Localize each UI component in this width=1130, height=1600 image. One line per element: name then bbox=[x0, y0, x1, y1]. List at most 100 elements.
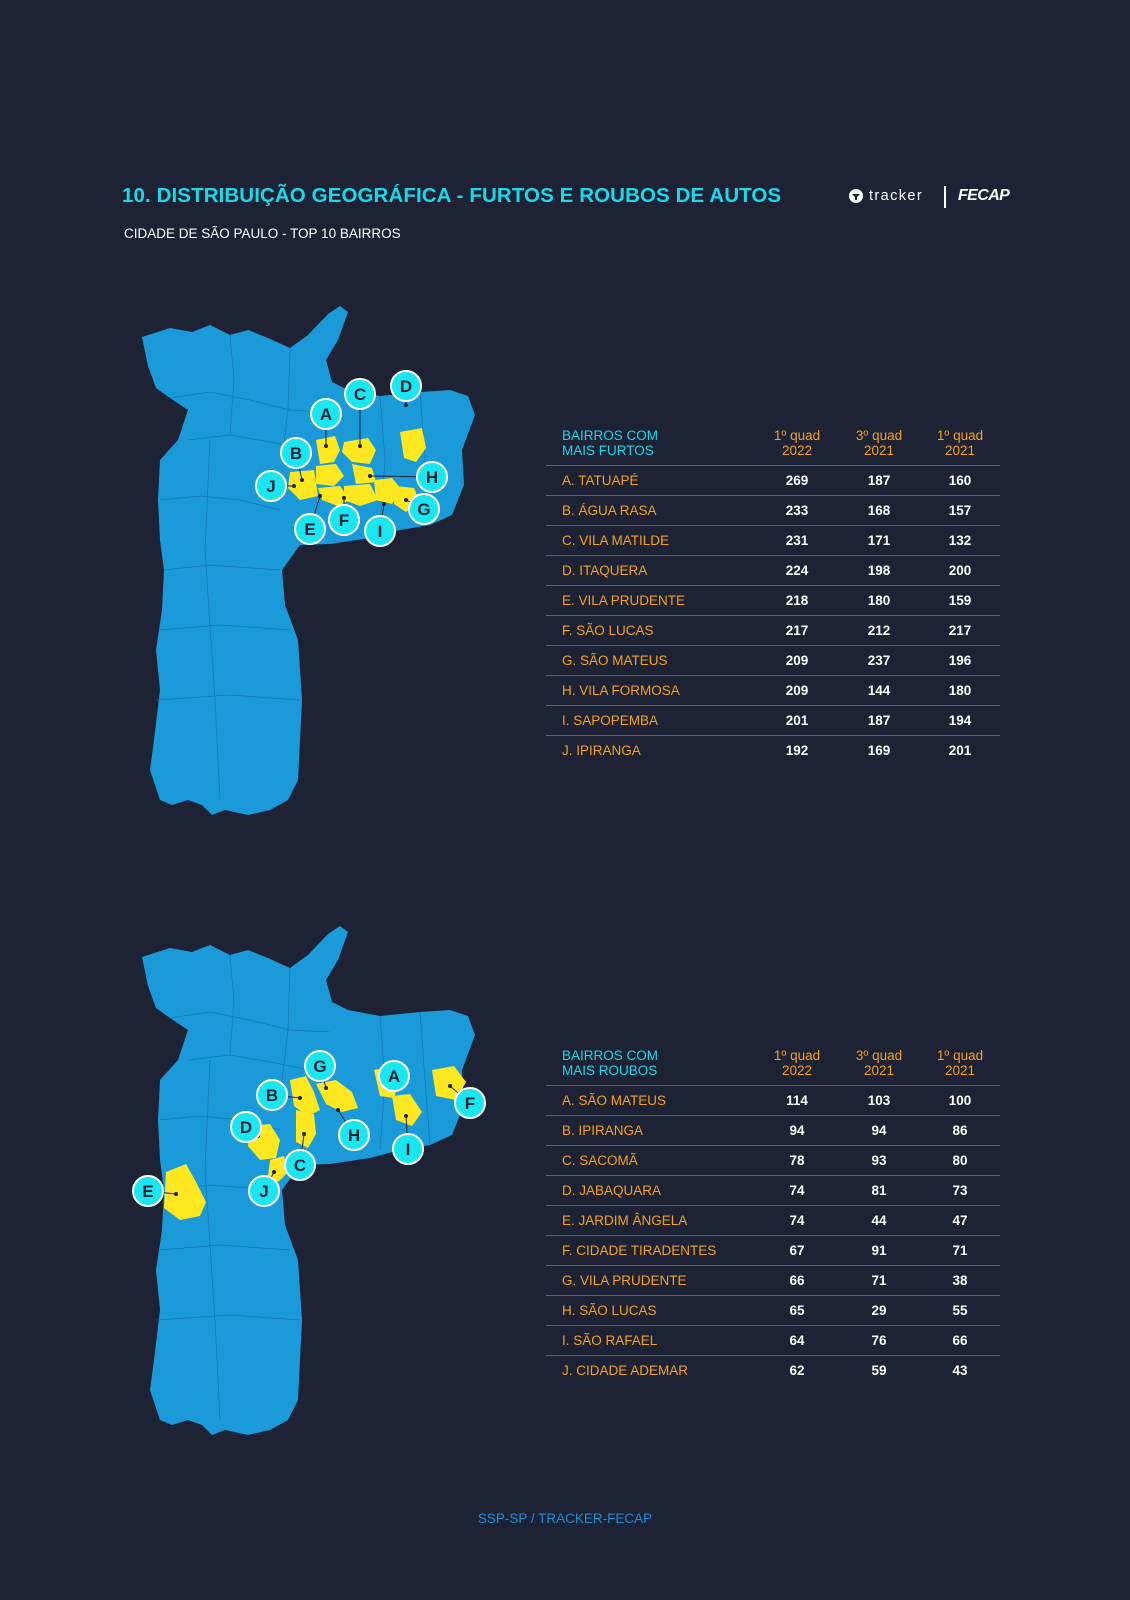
marker-anchor-dot bbox=[342, 496, 346, 500]
value-cell: 200 bbox=[920, 555, 1000, 586]
value-cell: 168 bbox=[838, 495, 920, 526]
marker-label: H bbox=[426, 468, 438, 487]
map-marker-d: D bbox=[390, 370, 422, 407]
table-row: J. CIDADE ADEMAR 62 59 43 bbox=[546, 1356, 1000, 1386]
marker-label: F bbox=[339, 511, 349, 530]
bairro-name: H. VILA FORMOSA bbox=[546, 675, 756, 706]
bairro-name: H. SÃO LUCAS bbox=[546, 1295, 756, 1326]
column-header-2: 3º quad 2021 bbox=[838, 1044, 920, 1086]
map-marker-i: I bbox=[364, 502, 396, 547]
marker-label: I bbox=[406, 1140, 411, 1159]
marker-circle bbox=[132, 1175, 164, 1207]
map-marker-e: E bbox=[294, 494, 326, 545]
map-marker-f: F bbox=[448, 1084, 486, 1119]
map-marker-g: G bbox=[404, 493, 440, 525]
value-cell: 66 bbox=[756, 1265, 838, 1296]
page-subtitle: CIDADE DE SÃO PAULO - TOP 10 BAIRROS bbox=[124, 226, 401, 241]
marker-label: B bbox=[266, 1086, 278, 1105]
marker-label: J bbox=[259, 1182, 268, 1201]
value-cell: 218 bbox=[756, 585, 838, 616]
map-marker-j: J bbox=[248, 1170, 280, 1207]
marker-circle bbox=[390, 370, 422, 402]
furtos-table: BAIRROS COM MAIS FURTOS 1º quad 2022 3º q… bbox=[546, 424, 1000, 765]
value-cell: 86 bbox=[920, 1115, 1000, 1146]
value-cell: 192 bbox=[785, 743, 809, 758]
marker-anchor-dot bbox=[404, 1114, 408, 1118]
marker-circle bbox=[392, 1133, 424, 1165]
bairro-name: E. VILA PRUDENTE bbox=[546, 585, 756, 616]
value-cell: 80 bbox=[920, 1145, 1000, 1176]
marker-circle bbox=[364, 515, 396, 547]
table-row: B. IPIRANGA 94 94 86 bbox=[546, 1115, 1000, 1146]
bairro-name: J. CIDADE ADEMAR bbox=[562, 1363, 689, 1378]
value-cell: 269 bbox=[756, 465, 838, 496]
value-cell: 73 bbox=[920, 1175, 1000, 1206]
header-line-1: BAIRROS COM bbox=[562, 1048, 659, 1063]
roubos-map: A B C D E F G H I J bbox=[132, 926, 486, 1435]
map-marker-c: C bbox=[284, 1132, 316, 1181]
value-cell: 94 bbox=[756, 1115, 838, 1146]
value-cell: 237 bbox=[838, 645, 920, 676]
map-marker-h: H bbox=[336, 1108, 370, 1151]
value-cell: 132 bbox=[920, 525, 1000, 556]
table-row: D. JABAQUARA 74 81 73 bbox=[546, 1175, 1000, 1206]
tracker-logo-icon bbox=[849, 189, 863, 203]
table-row: G. SÃO MATEUS 209 237 196 bbox=[546, 645, 1000, 676]
bairro-name: I. SÃO RAFAEL bbox=[546, 1325, 756, 1356]
value-cell: 180 bbox=[920, 675, 1000, 706]
tracker-logo-text: tracker bbox=[869, 188, 924, 204]
marker-label: F bbox=[465, 1094, 475, 1113]
bairro-name: G. VILA PRUDENTE bbox=[546, 1265, 756, 1296]
value-cell: 233 bbox=[756, 495, 838, 526]
marker-circle bbox=[454, 1087, 486, 1119]
table-row: B. ÁGUA RASA 233 168 157 bbox=[546, 495, 1000, 526]
bairro-name: E. JARDIM ÂNGELA bbox=[546, 1205, 756, 1236]
bairro-name: D. ITAQUERA bbox=[546, 555, 756, 586]
value-cell: 65 bbox=[756, 1295, 838, 1326]
tracker-logo: tracker bbox=[848, 188, 923, 204]
value-cell: 55 bbox=[920, 1295, 1000, 1326]
marker-anchor-dot bbox=[358, 444, 362, 448]
value-cell: 91 bbox=[838, 1235, 920, 1266]
marker-circle bbox=[310, 398, 342, 430]
table-row: J. IPIRANGA 192 169 201 bbox=[546, 736, 1000, 766]
column-header-bairros: BAIRROS COM MAIS ROUBOS bbox=[546, 1044, 756, 1086]
value-cell: 217 bbox=[920, 615, 1000, 646]
marker-label: G bbox=[313, 1057, 326, 1076]
marker-label: I bbox=[378, 522, 383, 541]
table-row: E. VILA PRUDENTE 218 180 159 bbox=[546, 585, 1000, 616]
marker-anchor-dot bbox=[336, 1108, 340, 1112]
table-row: E. JARDIM ÂNGELA 74 44 47 bbox=[546, 1205, 1000, 1236]
table-row: A. TATUAPÉ 269 187 160 bbox=[546, 465, 1000, 496]
value-cell: 78 bbox=[756, 1145, 838, 1176]
bairro-name: G. SÃO MATEUS bbox=[546, 645, 756, 676]
marker-circle bbox=[284, 1149, 316, 1181]
marker-anchor-dot bbox=[404, 498, 408, 502]
table-row: I. SAPOPEMBA 201 187 194 bbox=[546, 705, 1000, 736]
value-cell: 74 bbox=[756, 1175, 838, 1206]
value-cell: 67 bbox=[756, 1235, 838, 1266]
marker-anchor-dot bbox=[298, 1096, 302, 1100]
bairro-name: C. VILA MATILDE bbox=[546, 525, 756, 556]
marker-label: E bbox=[142, 1182, 153, 1201]
marker-circle bbox=[338, 1119, 370, 1151]
furtos-markers: A B C D E F GH I J bbox=[255, 370, 448, 547]
roubos-table: BAIRROS COM MAIS ROUBOS 1º quad 2022 3º q… bbox=[546, 1044, 1000, 1385]
bairro-name: F. SÃO LUCAS bbox=[546, 615, 756, 646]
marker-label: E bbox=[304, 520, 315, 539]
table-row: C. VILA MATILDE 231 171 132 bbox=[546, 525, 1000, 556]
marker-label: B bbox=[290, 444, 302, 463]
table-row: G. VILA PRUDENTE 66 71 38 bbox=[546, 1265, 1000, 1296]
logos: tracker FECAP bbox=[848, 186, 1018, 210]
bairro-name: J. IPIRANGA bbox=[562, 743, 641, 758]
table-row: H. SÃO LUCAS 65 29 55 bbox=[546, 1295, 1000, 1326]
bairro-name: C. SACOMÃ bbox=[546, 1145, 756, 1176]
bairro-name: I. SAPOPEMBA bbox=[546, 705, 756, 736]
table-row: I. SÃO RAFAEL 64 76 66 bbox=[546, 1325, 1000, 1356]
header-line-1: BAIRROS COM bbox=[562, 428, 659, 443]
map-marker-b: B bbox=[256, 1079, 302, 1111]
bairro-name: B. ÁGUA RASA bbox=[546, 495, 756, 526]
marker-circle bbox=[230, 1111, 262, 1143]
map-marker-c: C bbox=[344, 378, 376, 448]
table-row: C. SACOMÃ 78 93 80 bbox=[546, 1145, 1000, 1176]
